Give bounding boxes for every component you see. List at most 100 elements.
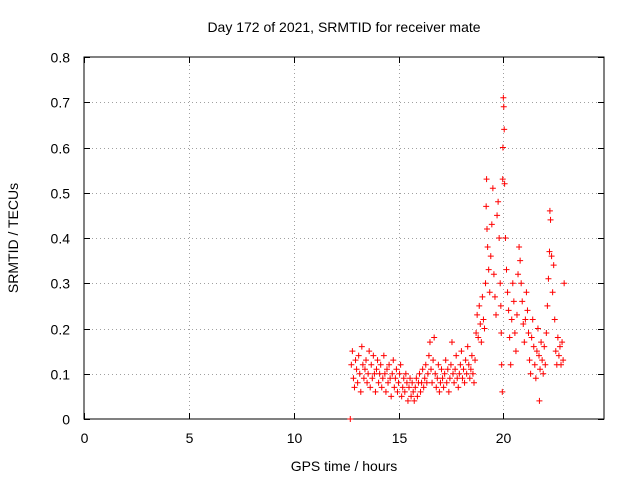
- data-point: [389, 370, 396, 377]
- data-point: [543, 330, 550, 337]
- data-point: [350, 375, 357, 382]
- data-point: [493, 311, 500, 318]
- data-point: [412, 384, 419, 391]
- data-point: [387, 375, 394, 382]
- data-point: [374, 357, 381, 364]
- data-point: [370, 352, 377, 359]
- y-axis-label: SRMTID / TECUs: [5, 183, 21, 293]
- data-point: [401, 388, 408, 395]
- data-point: [511, 330, 518, 337]
- data-point: [396, 370, 403, 377]
- data-point: [540, 370, 547, 377]
- data-point: [379, 375, 386, 382]
- data-point: [417, 388, 424, 395]
- data-point: [523, 289, 530, 296]
- data-point: [464, 343, 471, 350]
- data-point: [497, 280, 504, 287]
- data-point: [544, 302, 551, 309]
- data-point: [414, 393, 421, 400]
- data-point: [437, 379, 444, 386]
- data-point: [469, 370, 476, 377]
- data-point: [436, 388, 443, 395]
- data-point: [448, 339, 455, 346]
- data-point: [462, 357, 469, 364]
- data-point: [471, 379, 477, 386]
- data-point: [359, 361, 366, 368]
- data-point: [554, 334, 561, 341]
- data-point: [428, 366, 435, 373]
- data-point: [420, 384, 427, 391]
- data-point: [438, 366, 445, 373]
- data-point: [536, 352, 542, 359]
- data-point: [495, 198, 502, 205]
- y-tick-label: 0.8: [51, 50, 71, 66]
- data-point: [369, 375, 376, 382]
- y-tick-label: 0.2: [51, 322, 71, 338]
- data-point: [526, 357, 533, 364]
- data-point: [501, 126, 508, 133]
- data-point: [531, 361, 538, 368]
- y-tick-label: 0.1: [51, 367, 71, 383]
- chart-title: Day 172 of 2021, SRMTID for receiver mat…: [207, 19, 480, 35]
- tick-marks: [84, 57, 604, 420]
- y-tick-label: 0.5: [51, 186, 71, 202]
- data-point: [388, 393, 395, 400]
- data-point: [519, 298, 526, 305]
- data-point: [560, 357, 567, 364]
- data-point: [512, 348, 519, 355]
- data-point: [375, 379, 382, 386]
- data-point: [499, 144, 506, 151]
- data-point: [347, 416, 354, 422]
- data-point: [354, 379, 361, 386]
- data-point: [361, 366, 368, 373]
- data-point: [447, 361, 454, 368]
- data-point: [502, 235, 509, 241]
- data-point: [398, 393, 405, 400]
- data-point: [434, 375, 441, 382]
- x-tick-label: 10: [287, 430, 303, 446]
- data-point: [368, 361, 375, 368]
- data-point: [352, 357, 359, 364]
- data-point: [483, 203, 490, 210]
- data-point: [367, 384, 374, 391]
- data-point: [424, 370, 431, 377]
- data-point: [503, 266, 510, 273]
- data-point: [561, 280, 568, 287]
- data-point: [425, 352, 432, 359]
- data-point: [499, 176, 506, 183]
- data-point: [413, 375, 420, 382]
- data-point: [546, 207, 553, 214]
- data-point: [528, 334, 535, 341]
- data-point: [365, 370, 372, 377]
- data-point: [348, 361, 355, 368]
- data-point: [516, 244, 523, 251]
- data-point: [515, 271, 522, 278]
- data-point: [474, 311, 481, 318]
- data-point: [460, 366, 467, 373]
- data-point: [390, 357, 397, 364]
- data-point: [411, 397, 418, 404]
- data-point: [380, 352, 387, 359]
- data-point: [429, 379, 436, 386]
- data-point: [403, 379, 410, 386]
- data-point: [385, 379, 392, 386]
- data-point: [351, 384, 358, 391]
- data-point: [558, 361, 565, 368]
- data-point: [537, 366, 544, 373]
- data-point: [458, 348, 465, 355]
- data-point: [477, 320, 484, 327]
- data-point: [520, 320, 527, 327]
- x-tick-label: 15: [392, 430, 408, 446]
- data-point: [418, 379, 425, 386]
- data-point: [489, 185, 496, 192]
- data-point: [439, 375, 446, 382]
- data-point: [532, 375, 539, 382]
- data-point: [517, 257, 524, 264]
- data-point: [466, 375, 473, 382]
- data-point: [475, 334, 482, 341]
- data-point: [559, 339, 566, 346]
- data-point: [383, 366, 390, 373]
- data-point: [487, 253, 494, 260]
- data-point: [360, 375, 367, 382]
- data-point: [364, 379, 371, 386]
